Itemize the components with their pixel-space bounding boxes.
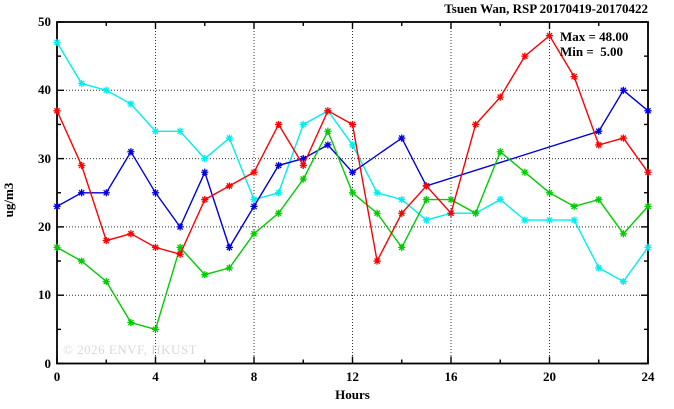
- x-tick-label-12: 12: [346, 368, 359, 384]
- x-tick-label-8: 8: [250, 368, 258, 384]
- x-tick-label-20: 20: [543, 368, 556, 384]
- y-tick-label-20: 20: [38, 218, 51, 234]
- series-cyan-markers: [53, 38, 652, 286]
- x-tick-label-4: 4: [152, 368, 159, 384]
- x-tick-label-0: 0: [53, 368, 61, 384]
- series-cyan-line: [56, 42, 649, 283]
- y-tick-label-30: 30: [38, 150, 51, 166]
- series-blue-line: [56, 89, 649, 250]
- y-tick-label-40: 40: [38, 82, 51, 98]
- watermark: © 2026 ENVF, HKUST: [63, 342, 198, 357]
- chart-title: Tsuen Wan, RSP 20170419-20170422: [444, 1, 648, 16]
- min-annotation: Min = 5.00: [560, 44, 624, 59]
- series-green-markers: [53, 127, 652, 333]
- max-min-annotation: Max = 48.00 Min = 5.00: [560, 29, 628, 59]
- series-red: [53, 32, 652, 265]
- max-annotation: Max = 48.00: [560, 29, 629, 44]
- y-tick-label-10: 10: [38, 287, 51, 303]
- y-tick-label-0: 0: [44, 355, 52, 371]
- series-green: [53, 127, 652, 333]
- y-tick-label-50: 50: [38, 14, 51, 29]
- series-cyan: [53, 38, 652, 286]
- series-red-markers: [53, 32, 652, 265]
- x-tick-label-24: 24: [641, 368, 655, 384]
- x-axis-label: Hours: [335, 387, 370, 402]
- series-green-line: [56, 129, 649, 331]
- x-tick-label-16: 16: [444, 368, 458, 384]
